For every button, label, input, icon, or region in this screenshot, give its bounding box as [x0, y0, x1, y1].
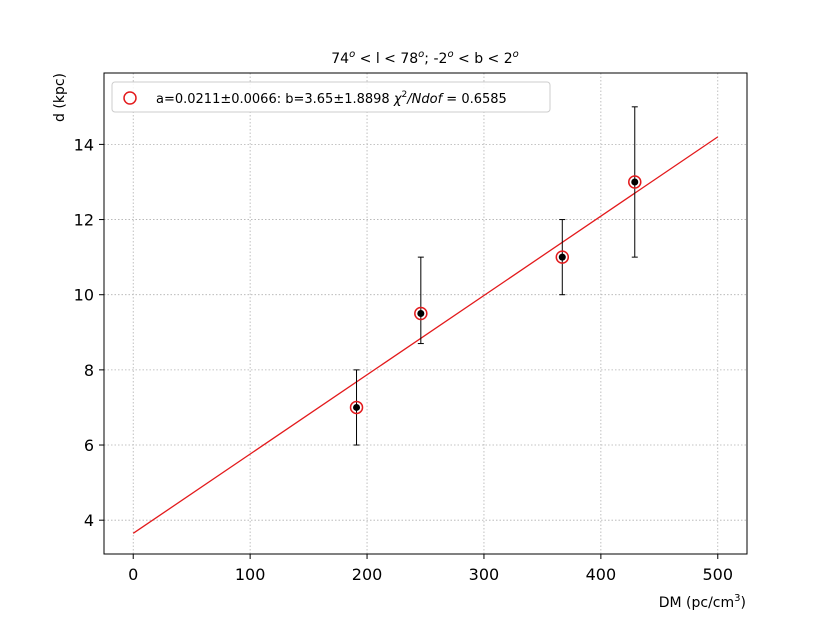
- x-tick-label: 300: [469, 565, 500, 584]
- data-point-ring: [555, 250, 570, 264]
- legend-box: [111, 81, 551, 113]
- y-tick-label: 14: [74, 135, 94, 154]
- data-point: [353, 403, 361, 411]
- grid-layer: [104, 73, 747, 554]
- x-axis-label: DM (pc/cm3): [659, 593, 746, 611]
- errorbar-layer: [353, 106, 638, 446]
- legend: a=0.0211±0.0066: b=3.65±1.8898 χ2/Ndof =…: [111, 81, 551, 113]
- data-point-ring: [414, 306, 428, 321]
- legend-marker: [123, 91, 137, 105]
- y-tick-label: 8: [84, 361, 94, 380]
- x-tick-label: 400: [586, 565, 617, 584]
- x-tick-label: 100: [235, 565, 266, 584]
- data-point-ring: [628, 175, 642, 189]
- fit-line: [132, 136, 719, 534]
- legend-text: a=0.0211±0.0066: b=3.65±1.8898 χ2/Ndof =…: [156, 90, 507, 107]
- point-layer: [349, 175, 642, 415]
- y-tick-label: 4: [84, 511, 94, 530]
- y-tick-label: 10: [74, 286, 94, 305]
- x-tick-label: 0: [128, 565, 138, 584]
- plot-frame: [103, 72, 748, 555]
- y-tick-label: 6: [84, 436, 94, 455]
- y-tick-label: 12: [74, 211, 94, 230]
- chart-title: 74o < l < 78o; -2o < b < 2o: [331, 49, 519, 67]
- fit-layer: [132, 136, 719, 534]
- x-tick-label: 200: [352, 565, 383, 584]
- data-point: [417, 310, 425, 317]
- data-point: [631, 178, 639, 186]
- tick-layer: 0 100 200 300 400 500 4 6 8 10 12 14: [74, 135, 733, 584]
- y-axis-label: d (kpc): [52, 73, 68, 122]
- data-point: [558, 253, 566, 261]
- x-tick-label: 500: [702, 565, 733, 584]
- data-point-ring: [349, 400, 364, 415]
